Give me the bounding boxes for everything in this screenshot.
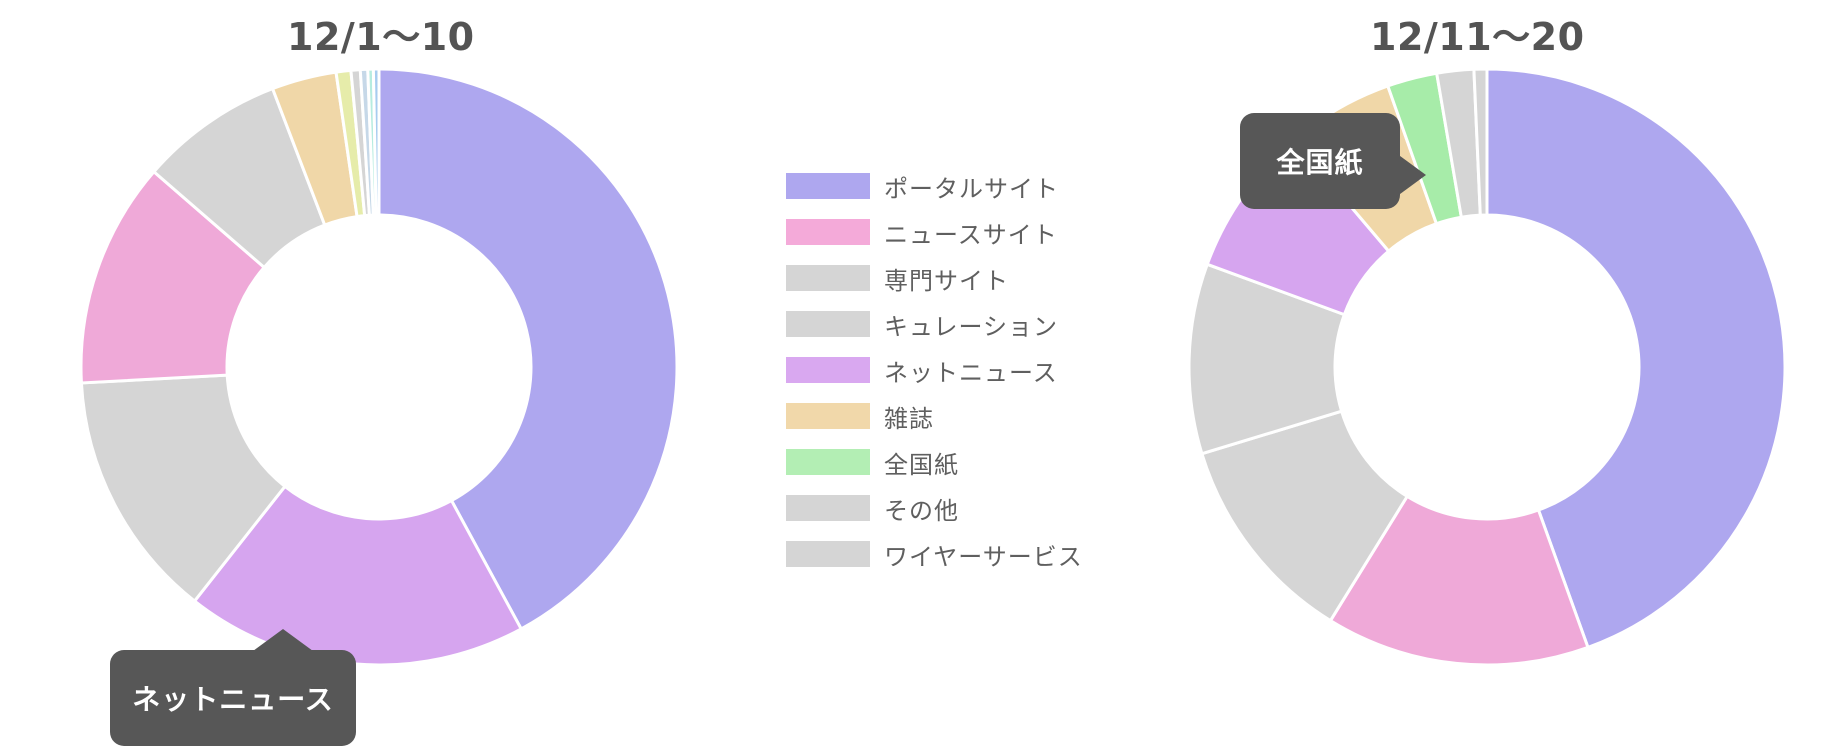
donut-segment-news-site[interactable] <box>1328 494 1590 667</box>
legend-swatch <box>786 173 870 199</box>
legend-label: その他 <box>884 496 959 525</box>
chart-title-dec-11-20: 12/11〜20 <box>1370 15 1585 59</box>
legend-swatch <box>786 449 870 475</box>
legend-item-other[interactable]: その他 <box>786 485 1083 531</box>
chart-tooltip-national-newspaper: 全国紙 <box>1240 113 1426 209</box>
legend-swatch <box>786 219 870 245</box>
chart-title-dec-1-10: 12/1〜10 <box>287 15 475 59</box>
legend-item-curation[interactable]: キュレーション <box>786 301 1083 347</box>
legend-label: キュレーション <box>884 312 1059 341</box>
chart-tooltip-net-news: ネットニュース <box>110 629 356 746</box>
donut-segment-portal-site[interactable] <box>377 67 679 631</box>
legend-label: 雑誌 <box>884 404 934 433</box>
legend-item-national-newspaper[interactable]: 全国紙 <box>786 439 1083 485</box>
legend-item-news-site[interactable]: ニュースサイト <box>786 209 1083 255</box>
legend-label: 専門サイト <box>884 266 1009 295</box>
legend-label: ネットニュース <box>884 358 1058 387</box>
legend-label: ワイヤーサービス <box>884 542 1083 571</box>
donut-segment-minor[interactable] <box>371 67 381 217</box>
donut-segment-net-news[interactable] <box>192 484 524 667</box>
legend-swatch <box>786 265 870 291</box>
legend-item-magazine[interactable]: 雑誌 <box>786 393 1083 439</box>
legend-item-portal-site[interactable]: ポータルサイト <box>786 163 1083 209</box>
legend-swatch <box>786 541 870 567</box>
legend-label: ポータルサイト <box>884 174 1059 203</box>
legend-swatch <box>786 495 870 521</box>
legend-item-wire-service[interactable]: ワイヤーサービス <box>786 531 1083 577</box>
legend-label: ニュースサイト <box>884 220 1058 249</box>
donut-segment-specialist-site[interactable] <box>79 373 288 604</box>
donut-chart-dec-1-10[interactable] <box>0 0 780 747</box>
legend-item-specialist-site[interactable]: 専門サイト <box>786 255 1083 301</box>
legend-swatch <box>786 357 870 383</box>
legend-swatch <box>786 403 870 429</box>
donut-segment-wire-service[interactable] <box>1472 67 1489 217</box>
chart-legend: ポータルサイト ニュースサイト 専門サイト キュレーション ネットニュース 雑誌… <box>786 163 1083 577</box>
donut-segment-portal-site[interactable] <box>1485 67 1787 650</box>
legend-label: 全国紙 <box>884 450 959 479</box>
legend-swatch <box>786 311 870 337</box>
legend-item-net-news[interactable]: ネットニュース <box>786 347 1083 393</box>
